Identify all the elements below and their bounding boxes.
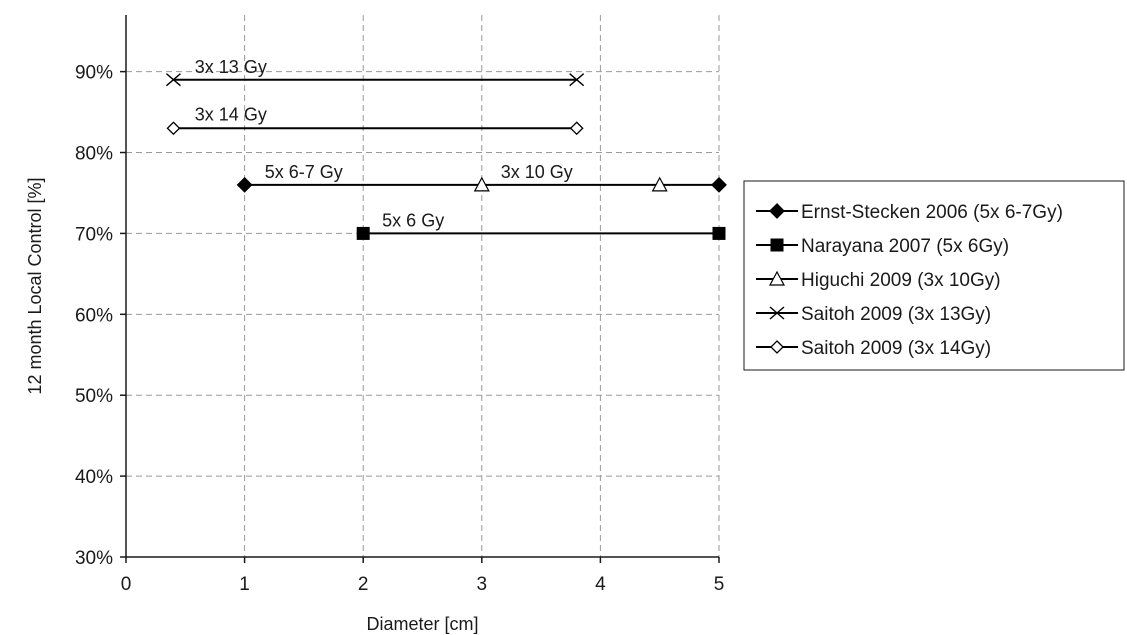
data-point-shape — [569, 121, 584, 136]
data-point — [651, 176, 668, 192]
legend-label: Saitoh 2009 (3x 13Gy) — [801, 304, 991, 325]
series-5 — [166, 121, 584, 136]
data-point-shape — [712, 226, 726, 240]
legend-marker — [770, 340, 784, 354]
data-point-shape — [356, 226, 370, 240]
legend-marker-shape — [768, 270, 786, 286]
y-axis-title: 12 month Local Control [%] — [25, 177, 45, 394]
annotation-layer: 3x 13 Gy 3x 14 Gy 5x 6-7 Gy 3x 10 Gy 5x 6 Gy — [195, 57, 573, 231]
series-2 — [356, 226, 726, 240]
legend-marker-stroke — [769, 306, 785, 320]
y-tick-label: 50% — [75, 386, 113, 407]
series-4 — [165, 73, 585, 87]
legend-marker — [769, 203, 785, 219]
x-axis-title: Diameter [cm] — [366, 614, 478, 634]
legend-label: Ernst-Stecken 2006 (5x 6-7Gy) — [801, 202, 1063, 223]
x-tick-label: 3 — [477, 574, 488, 595]
data-point — [712, 226, 726, 240]
legend-marker-shape — [769, 203, 785, 219]
y-tick-label: 80% — [75, 144, 113, 165]
legend-item: Saitoh 2009 (3x 13Gy) — [756, 304, 991, 325]
y-tick-label: 40% — [75, 467, 113, 488]
y-tick-label: 60% — [75, 305, 113, 326]
legend-item: Higuchi 2009 (3x 10Gy) — [756, 270, 1001, 291]
data-point-shape — [711, 176, 727, 193]
legend-item: Narayana 2007 (5x 6Gy) — [756, 236, 1009, 257]
x-tick-label: 4 — [595, 574, 606, 595]
data-point-shape — [651, 176, 668, 192]
x-tick-label: 5 — [714, 574, 725, 595]
legend-label: Narayana 2007 (5x 6Gy) — [801, 236, 1009, 257]
legend-item: Saitoh 2009 (3x 14Gy) — [756, 338, 991, 359]
annotation-label: 5x 6-7 Gy — [265, 162, 343, 182]
x-tick-label: 1 — [239, 574, 250, 595]
legend-items: Ernst-Stecken 2006 (5x 6-7Gy) Narayana 20… — [756, 202, 1063, 359]
annotation-label: 3x 10 Gy — [501, 162, 573, 182]
x-tick-label: 0 — [121, 574, 132, 595]
legend-marker — [770, 238, 784, 252]
data-point — [569, 73, 585, 87]
annotation-label: 3x 13 Gy — [195, 57, 267, 77]
x-tick-label: 2 — [358, 574, 369, 595]
data-point — [473, 176, 490, 192]
legend-box — [743, 180, 1125, 371]
legend-label: Saitoh 2009 (3x 14Gy) — [801, 338, 991, 359]
annotation-label: 5x 6 Gy — [382, 211, 444, 231]
axes-layer — [125, 15, 719, 558]
data-point — [166, 121, 181, 136]
data-point — [356, 226, 370, 240]
data-point — [711, 176, 727, 193]
legend-marker — [768, 270, 786, 286]
data-point-shape — [473, 176, 490, 192]
data-point-shape — [166, 121, 181, 136]
legend-label: Higuchi 2009 (3x 10Gy) — [801, 270, 1001, 291]
data-point — [569, 121, 584, 136]
legend-marker-shape — [770, 340, 784, 354]
legend-marker — [769, 306, 785, 320]
legend: Ernst-Stecken 2006 (5x 6-7Gy) Narayana 20… — [743, 180, 1125, 371]
legend-marker-shape — [770, 238, 784, 252]
data-point-stroke — [569, 73, 585, 87]
y-tick-label: 30% — [75, 548, 113, 569]
y-tick-label: 90% — [75, 63, 113, 84]
legend-item: Ernst-Stecken 2006 (5x 6-7Gy) — [756, 202, 1063, 223]
data-point — [236, 176, 253, 193]
grid-layer — [126, 15, 720, 557]
data-point-stroke — [165, 73, 181, 87]
series-layer — [165, 73, 727, 240]
data-point-shape — [236, 176, 253, 193]
annotation-label: 3x 14 Gy — [195, 105, 267, 125]
series-3 — [473, 176, 668, 192]
ticks-layer: 0 1 2 3 4 5 30% 40% 50% 60% 70% 80% 90% — [75, 63, 724, 595]
data-point — [165, 73, 181, 87]
y-tick-label: 70% — [75, 224, 113, 245]
